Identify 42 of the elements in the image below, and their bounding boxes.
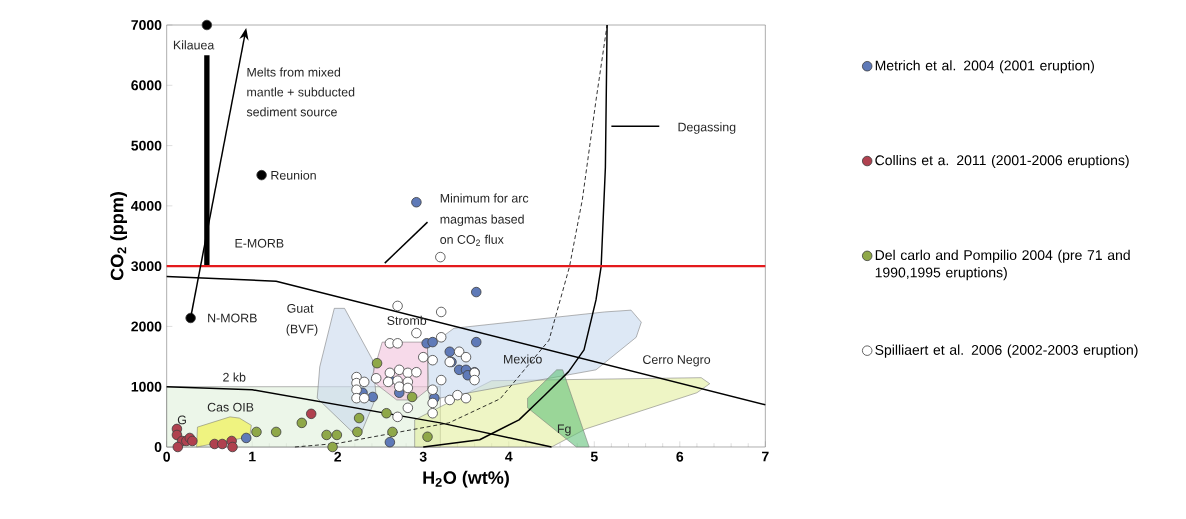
x-tick-label: 3 bbox=[419, 451, 427, 462]
x-tick-label: 6 bbox=[676, 451, 684, 462]
annotation: (BVF) bbox=[286, 324, 318, 336]
x-tick-label: 0 bbox=[163, 451, 170, 462]
x-tick-label: 1 bbox=[249, 451, 256, 462]
legend-label: Metrich et al. 2004 (2001 eruption) bbox=[875, 60, 1094, 74]
legend-label: Collins et a. 2011 (2001-2006 eruptions) bbox=[875, 154, 1129, 169]
annotation: Melts from mixed bbox=[247, 67, 341, 77]
y-tick-label: 7000 bbox=[131, 20, 162, 30]
y-tick-label: 3000 bbox=[131, 261, 162, 272]
annotation: 2 kb bbox=[223, 372, 246, 382]
annotation: Fg bbox=[557, 424, 571, 436]
x-tick-label: 4 bbox=[505, 451, 513, 462]
x-tick-label: 2 bbox=[334, 451, 342, 462]
legend-label: Del carlo and Pompilio 2004 (pre 71 and 1990,1995 eruptions) bbox=[875, 249, 1130, 281]
annotation: Degassing bbox=[678, 122, 736, 134]
annotation: G bbox=[177, 415, 186, 425]
annotation: magmas based bbox=[440, 214, 524, 227]
y-tick-label: 4000 bbox=[131, 200, 162, 211]
y-tick-label: 5000 bbox=[131, 140, 162, 151]
annotation: mantle + subducted bbox=[247, 87, 355, 97]
annotation: on CO$_{2}$ flux bbox=[440, 234, 504, 246]
annotation: Mexico bbox=[504, 354, 542, 364]
annotation: Guat bbox=[287, 303, 314, 313]
annotation: Minimum for arc bbox=[440, 193, 529, 203]
y-axis-title: CO$_{2}$ (ppm) bbox=[110, 192, 127, 281]
x-axis-title: H$_{2}$O (wt%) bbox=[423, 470, 509, 488]
annotation: Cas OIB bbox=[207, 402, 254, 412]
y-tick-label: 2000 bbox=[131, 321, 162, 332]
annotation: Reunion bbox=[271, 170, 316, 180]
legend-label: Spilliaert et al. 2006 (2002-2003 eruption) bbox=[875, 344, 1138, 358]
annotation: Stromb bbox=[387, 315, 427, 325]
y-tick-label: 1000 bbox=[131, 381, 162, 392]
annotation: Cerro Negro bbox=[643, 355, 711, 367]
y-tick-label: 6000 bbox=[131, 80, 162, 91]
x-tick-label: 7 bbox=[762, 451, 769, 462]
y-tick-label: 0 bbox=[154, 442, 162, 452]
x-tick-label: 5 bbox=[590, 451, 598, 462]
annotation: N-MORB bbox=[208, 313, 257, 323]
annotation: E-MORB bbox=[235, 238, 284, 248]
annotation: sediment source bbox=[246, 107, 337, 117]
annotation: Kilauea bbox=[173, 40, 215, 50]
